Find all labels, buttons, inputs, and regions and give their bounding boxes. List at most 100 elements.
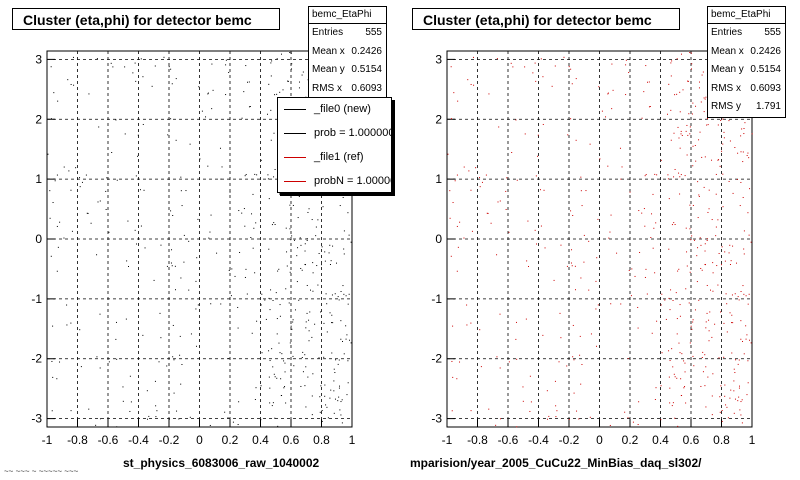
data-point xyxy=(707,211,709,213)
data-point xyxy=(112,66,114,68)
data-point xyxy=(583,261,585,263)
data-point xyxy=(542,76,544,78)
data-point xyxy=(497,201,499,203)
data-point xyxy=(132,72,134,74)
data-point xyxy=(205,116,207,118)
data-point xyxy=(116,179,118,181)
data-point xyxy=(452,202,454,204)
data-point xyxy=(595,345,597,347)
data-point xyxy=(343,248,345,250)
data-point xyxy=(311,219,313,221)
data-point xyxy=(690,325,692,327)
data-point xyxy=(681,134,683,136)
data-point xyxy=(470,410,472,412)
data-point xyxy=(729,140,731,142)
data-point xyxy=(723,137,725,139)
data-point xyxy=(179,335,181,337)
data-point xyxy=(676,333,678,335)
data-point xyxy=(255,387,257,389)
data-point xyxy=(706,124,708,126)
data-point xyxy=(668,350,670,352)
data-point xyxy=(645,174,647,176)
data-point xyxy=(698,299,700,301)
data-point xyxy=(304,385,306,387)
data-point xyxy=(510,62,512,64)
data-point xyxy=(310,289,312,291)
data-point xyxy=(539,189,541,191)
data-point xyxy=(463,237,465,239)
data-point xyxy=(260,304,262,306)
data-point xyxy=(683,360,685,362)
x-tick-label: 1 xyxy=(349,433,356,447)
data-point xyxy=(711,219,713,221)
data-point xyxy=(273,373,275,375)
data-point xyxy=(207,92,209,94)
data-point xyxy=(231,268,233,270)
data-point xyxy=(323,356,325,358)
data-point xyxy=(246,293,248,295)
data-point xyxy=(211,108,213,110)
data-point xyxy=(746,334,748,336)
data-point xyxy=(515,119,517,121)
data-point xyxy=(333,380,335,382)
data-point xyxy=(298,299,300,301)
data-point xyxy=(170,210,172,212)
data-point xyxy=(197,218,199,220)
data-point xyxy=(172,356,174,358)
data-point xyxy=(733,368,735,370)
data-point xyxy=(573,359,575,361)
data-point xyxy=(739,409,741,411)
data-point xyxy=(685,227,687,229)
data-point xyxy=(115,119,117,121)
data-point xyxy=(180,383,182,385)
data-point xyxy=(723,322,725,324)
data-point xyxy=(210,214,212,216)
data-point xyxy=(268,376,270,378)
data-point xyxy=(332,322,334,324)
data-point xyxy=(68,170,70,172)
y-tick-label: 1 xyxy=(35,172,42,186)
data-point xyxy=(171,83,173,85)
data-point xyxy=(238,210,240,212)
data-point xyxy=(142,123,144,125)
x-tick-label: 0.2 xyxy=(222,433,239,447)
y-tick-label: -1 xyxy=(431,292,442,306)
data-point xyxy=(680,174,682,176)
data-point xyxy=(563,56,565,58)
data-point xyxy=(720,264,722,266)
data-point xyxy=(718,253,720,255)
data-point xyxy=(208,237,210,239)
data-point xyxy=(704,354,706,356)
data-point xyxy=(278,342,280,344)
data-point xyxy=(691,235,693,237)
data-point xyxy=(279,352,281,354)
data-point xyxy=(499,418,501,420)
data-point xyxy=(70,189,72,191)
data-point xyxy=(285,227,287,229)
data-point xyxy=(209,424,211,426)
data-point xyxy=(698,195,700,197)
data-point xyxy=(254,399,256,401)
data-point xyxy=(248,106,250,108)
data-point xyxy=(707,376,709,378)
data-point xyxy=(701,269,703,271)
data-point xyxy=(290,52,292,54)
data-point xyxy=(306,240,308,242)
data-point xyxy=(95,424,97,426)
data-point xyxy=(742,196,744,198)
data-point xyxy=(490,222,492,224)
data-point xyxy=(239,251,241,253)
data-point xyxy=(334,293,336,295)
data-point xyxy=(305,264,307,266)
data-point xyxy=(229,191,231,193)
data-point xyxy=(689,133,691,135)
data-point xyxy=(687,80,689,82)
data-point xyxy=(720,311,722,313)
data-point xyxy=(329,312,331,314)
data-point xyxy=(740,320,742,322)
data-point xyxy=(638,210,640,212)
data-point xyxy=(156,410,158,412)
data-point xyxy=(106,177,108,179)
data-point xyxy=(277,425,279,427)
data-point xyxy=(701,357,703,359)
